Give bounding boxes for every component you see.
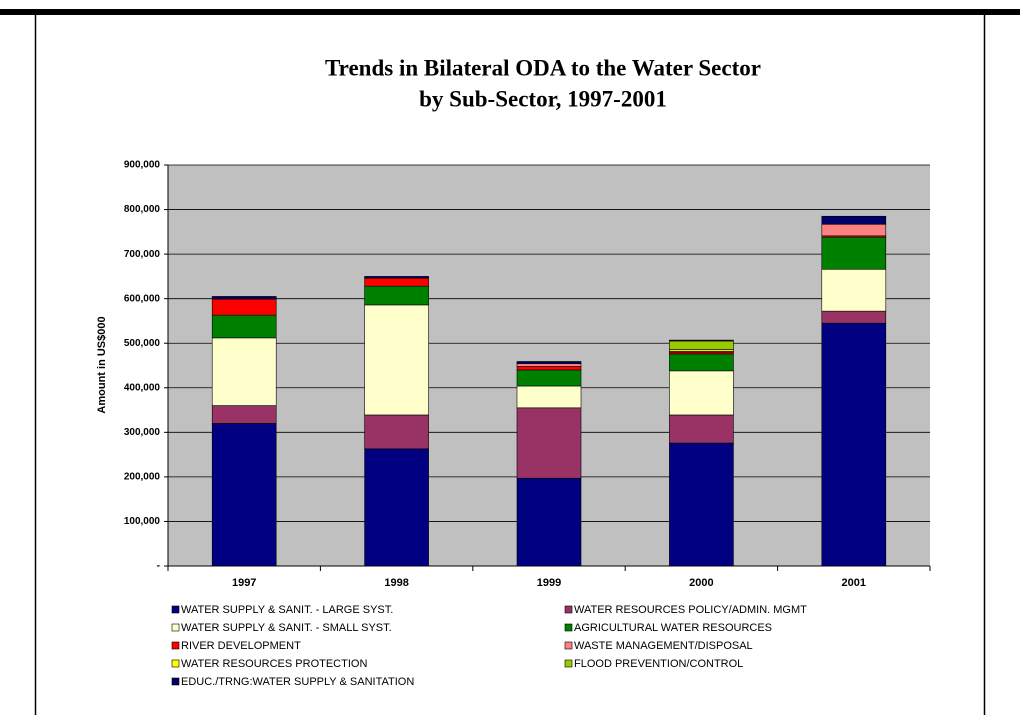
legend-swatch <box>564 623 573 632</box>
bar-segment <box>516 361 582 365</box>
y-tick-label: 400,000 <box>124 382 161 393</box>
bar-segment <box>516 407 582 479</box>
y-tick-label: 500,000 <box>124 338 161 349</box>
y-tick-label: 300,000 <box>124 427 161 438</box>
legend-swatch <box>564 641 573 650</box>
bar-segment <box>516 366 582 371</box>
x-tick-label: 1998 <box>384 577 408 589</box>
bar-segment <box>821 310 887 324</box>
bar-segment <box>516 385 582 409</box>
bar-segment <box>821 223 887 237</box>
bar-segment <box>211 337 277 406</box>
legend-label: RIVER DEVELOPMENT <box>181 640 301 652</box>
bar-segment <box>364 414 429 450</box>
legend-label: FLOOD PREVENTION/CONTROL <box>574 658 743 670</box>
bar-segment <box>669 340 734 350</box>
x-tick-label: 2000 <box>689 577 713 589</box>
bar-segment <box>364 304 429 416</box>
bar-segment <box>669 339 734 342</box>
x-tick-label: 2001 <box>842 577 866 589</box>
bar-segment <box>211 314 277 339</box>
bar-segment <box>364 276 429 279</box>
x-tick-label: 1999 <box>537 577 561 589</box>
y-tick-label: 800,000 <box>124 204 161 215</box>
legend-label: WASTE MANAGEMENT/DISPOSAL <box>574 640 753 652</box>
bar-segment <box>516 477 582 567</box>
legend-swatch <box>171 641 180 650</box>
legend-label: WATER SUPPLY & SANIT. - SMALL SYST. <box>181 622 392 634</box>
bar-segment <box>211 298 277 316</box>
y-tick-label: 100,000 <box>124 516 161 527</box>
legend-swatch <box>171 677 180 686</box>
legend-label: AGRICULTURAL WATER RESOURCES <box>574 622 772 634</box>
legend-swatch <box>171 659 180 668</box>
legend-label: EDUC./TRNG:WATER SUPPLY & SANITATION <box>181 676 414 688</box>
legend-label: WATER RESOURCES PROTECTION <box>181 658 367 670</box>
bar-segment <box>211 405 277 424</box>
bar-segment <box>821 236 887 270</box>
legend-swatch <box>564 605 573 614</box>
bar-segment <box>821 268 887 312</box>
y-tick-label: 600,000 <box>124 293 161 304</box>
bar-segment <box>669 414 734 444</box>
legend-swatch <box>171 623 180 632</box>
bar-segment <box>669 353 734 372</box>
bar-segment <box>364 285 429 306</box>
bar-segment <box>669 442 734 567</box>
y-tick-label: - <box>157 561 160 572</box>
legend-label: WATER SUPPLY & SANIT. - LARGE SYST. <box>181 604 393 616</box>
legend-label: WATER RESOURCES POLICY/ADMIN. MGMT <box>574 604 807 616</box>
y-tick-label: 200,000 <box>124 472 161 483</box>
y-axis-label: Amount in US$000 <box>96 316 108 413</box>
bar-segment <box>211 296 277 300</box>
chart-title: Trends in Bilateral ODA to the Water Sec… <box>325 55 761 80</box>
chart-subtitle: by Sub-Sector, 1997-2001 <box>419 86 667 111</box>
bar-segment <box>211 423 277 567</box>
bar-segment <box>669 370 734 416</box>
x-tick-label: 1997 <box>232 577 256 589</box>
bar-segment <box>821 322 887 567</box>
legend-swatch <box>564 659 573 668</box>
y-tick-label: 900,000 <box>124 160 161 171</box>
legend-swatch <box>171 605 180 614</box>
bar-segment <box>364 448 429 567</box>
bar-segment <box>516 369 582 387</box>
y-tick-label: 700,000 <box>124 249 161 260</box>
bar-segment <box>821 215 887 225</box>
bar-segment <box>516 363 582 367</box>
bar-segment <box>364 277 429 287</box>
top-rule <box>0 9 1020 15</box>
